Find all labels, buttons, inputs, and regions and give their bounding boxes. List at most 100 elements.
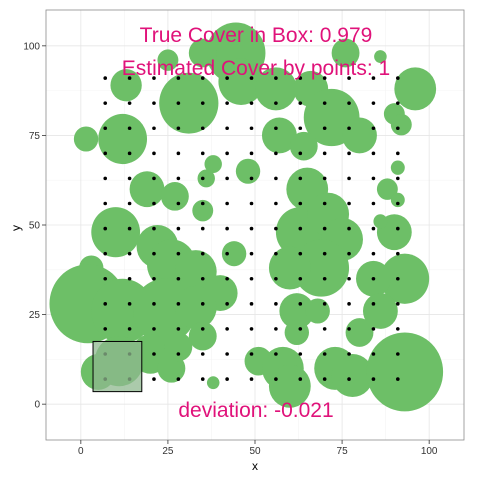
cover-circle	[390, 113, 412, 136]
sample-point	[347, 377, 351, 381]
sample-point	[152, 226, 156, 231]
sample-point	[200, 101, 205, 105]
sample-point	[396, 101, 400, 105]
sample-point	[200, 176, 205, 181]
x-tick-label: 75	[337, 446, 349, 457]
sample-point	[396, 302, 400, 306]
sample-point	[249, 151, 254, 156]
cover-circle	[345, 318, 374, 347]
sample-point	[371, 176, 376, 181]
sample-point	[127, 126, 132, 131]
cover-circle	[284, 319, 309, 346]
cover-circle	[289, 131, 318, 161]
sample-point	[200, 276, 205, 281]
sample-point	[103, 76, 108, 80]
sample-point	[322, 251, 327, 256]
sample-point	[298, 101, 303, 105]
sample-point	[152, 251, 156, 256]
y-tick-label: 0	[34, 400, 40, 411]
cover-circle	[188, 38, 217, 68]
sample-point	[127, 226, 132, 231]
sample-point	[298, 377, 303, 381]
sample-point	[371, 201, 376, 206]
sample-point	[200, 226, 205, 231]
sample-point	[225, 151, 229, 156]
sample-point	[322, 352, 327, 356]
sample-point	[396, 126, 400, 131]
sample-point	[371, 226, 376, 231]
sample-point	[225, 201, 229, 206]
sample-point	[322, 226, 327, 231]
sample-point	[176, 251, 181, 256]
cover-circle	[390, 160, 405, 175]
sample-point	[200, 251, 205, 256]
sample-point	[396, 251, 400, 256]
cover-circle	[221, 241, 247, 267]
sample-point	[249, 251, 254, 256]
cover-circle	[268, 364, 311, 408]
cover-circle	[110, 69, 142, 102]
cover-circle	[197, 169, 215, 188]
sample-point	[225, 101, 229, 105]
cover-circle	[235, 158, 261, 184]
sample-point	[396, 76, 400, 80]
sample-point	[225, 251, 229, 256]
sample-point	[347, 251, 351, 256]
sample-point	[371, 352, 376, 356]
sample-point	[249, 226, 254, 231]
sample-point	[127, 201, 132, 206]
sample-point	[347, 176, 351, 181]
cover-circle	[374, 50, 387, 64]
sample-point	[274, 251, 278, 256]
sample-point	[347, 302, 351, 306]
sample-point	[103, 276, 108, 281]
cover-circle	[342, 117, 377, 154]
sample-point	[347, 201, 351, 206]
sample-point	[249, 327, 254, 331]
sample-point	[274, 76, 278, 80]
sample-point	[249, 126, 254, 131]
cover-circle	[366, 332, 444, 412]
sample-point	[103, 176, 108, 181]
sample-point	[176, 302, 181, 306]
y-axis-ticks: 0 25 50 75 100	[23, 41, 46, 411]
sample-point	[249, 201, 254, 206]
sample-point	[298, 151, 303, 156]
cover-circle	[279, 293, 315, 329]
sample-point	[298, 76, 303, 80]
true-cover-annotation: True Cover in Box: 0.979	[140, 24, 373, 47]
sample-point	[396, 176, 400, 181]
cover-circle	[159, 72, 219, 134]
sample-point	[298, 226, 303, 231]
sample-point	[176, 151, 181, 156]
cover-circle	[331, 38, 360, 68]
sample-point	[371, 302, 376, 306]
sample-point	[274, 126, 278, 131]
x-axis-ticks: 0 25 50 75 100	[78, 440, 438, 457]
sample-point	[298, 176, 303, 181]
sample-point	[249, 276, 254, 281]
sample-point	[103, 101, 108, 105]
cover-circle	[206, 376, 220, 390]
x-tick-label: 100	[421, 446, 438, 457]
sample-point	[176, 377, 181, 381]
sample-point	[371, 276, 376, 281]
cover-circle	[390, 192, 405, 208]
sample-point	[200, 377, 205, 381]
sample-point	[396, 201, 400, 206]
sample-point	[200, 352, 205, 356]
sample-point	[225, 302, 229, 306]
x-tick-label: 0	[78, 446, 84, 457]
sample-point	[298, 302, 303, 306]
sample-point	[152, 101, 156, 105]
sample-point	[225, 126, 229, 131]
cover-circle	[73, 126, 99, 152]
y-tick-label: 25	[29, 310, 41, 321]
sample-point	[347, 151, 351, 156]
sample-point	[176, 352, 181, 356]
sample-point	[127, 302, 132, 306]
sample-point	[200, 302, 205, 306]
sample-point	[249, 76, 254, 80]
sample-point	[371, 126, 376, 131]
